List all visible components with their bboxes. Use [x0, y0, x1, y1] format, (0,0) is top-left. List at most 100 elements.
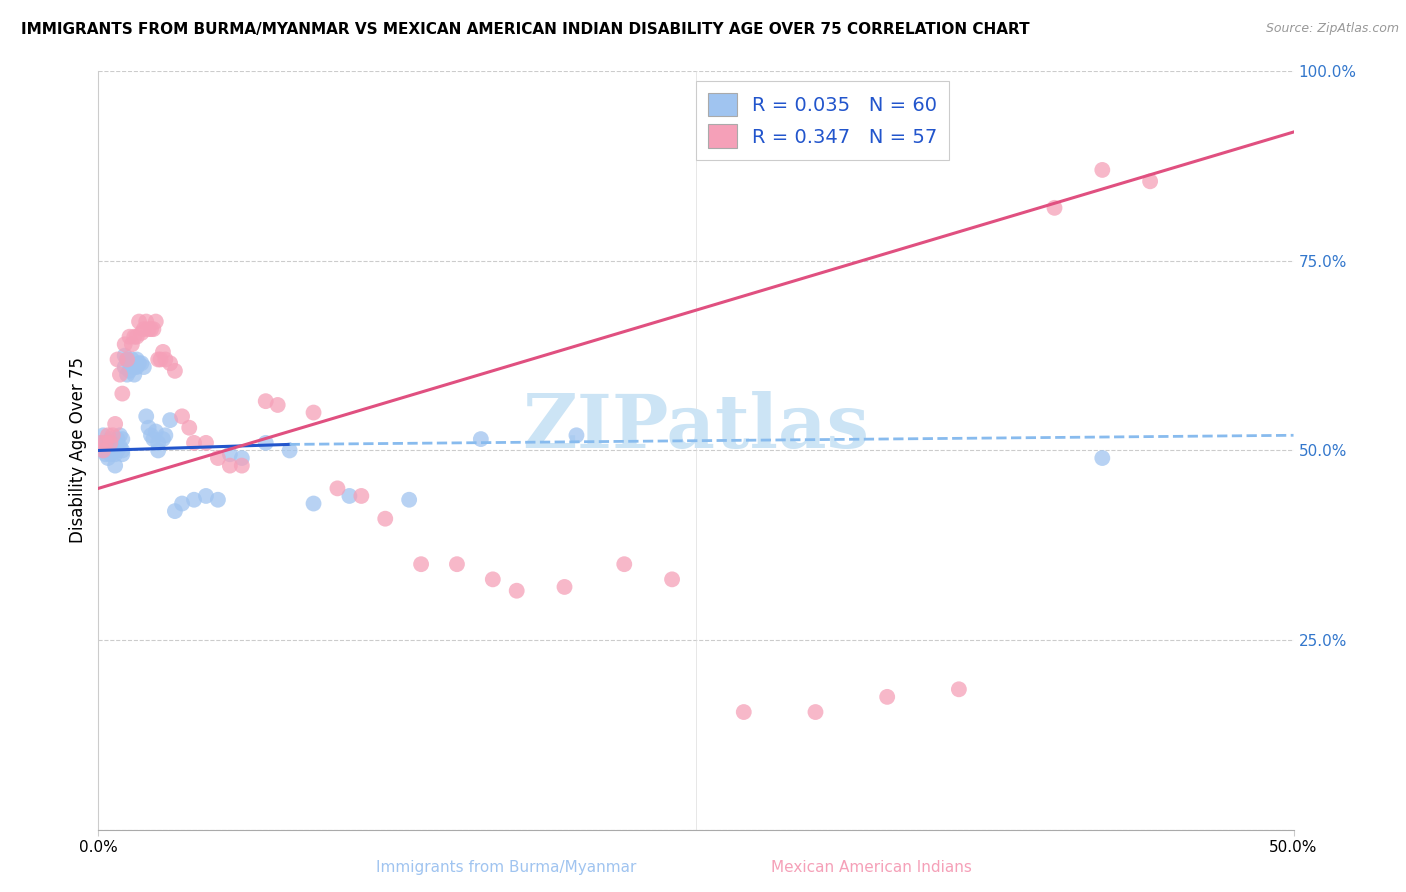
Point	[142, 322, 165, 336]
Point	[172, 409, 194, 424]
Point	[411, 557, 433, 572]
Point	[111, 432, 134, 446]
Point	[302, 496, 325, 510]
Point	[219, 447, 242, 461]
Point	[446, 557, 468, 572]
Point	[115, 368, 138, 382]
Point	[145, 425, 167, 439]
Point	[948, 682, 970, 697]
Point	[163, 504, 186, 518]
Point	[107, 352, 129, 367]
Point	[94, 447, 117, 461]
Point	[104, 436, 127, 450]
Point	[125, 330, 148, 344]
Point	[118, 330, 141, 344]
Point	[267, 398, 290, 412]
Point	[94, 436, 117, 450]
Point	[101, 443, 124, 458]
Point	[155, 428, 177, 442]
Point	[339, 489, 361, 503]
Point	[115, 352, 138, 367]
Point	[111, 443, 134, 458]
Point	[254, 436, 277, 450]
Point	[131, 326, 153, 340]
Point	[118, 356, 141, 370]
Point	[398, 492, 420, 507]
Point	[108, 440, 131, 454]
Point	[207, 492, 229, 507]
Point	[163, 364, 186, 378]
Point	[1091, 451, 1114, 466]
Point	[374, 512, 396, 526]
Point	[124, 368, 146, 382]
Point	[101, 436, 124, 450]
Point	[104, 458, 127, 473]
Point	[124, 330, 146, 344]
Point	[114, 349, 136, 363]
Point	[101, 428, 124, 442]
Point	[114, 337, 136, 351]
Text: Immigrants from Burma/Myanmar: Immigrants from Burma/Myanmar	[375, 861, 637, 875]
Point	[108, 368, 131, 382]
Point	[114, 359, 136, 375]
Point	[98, 447, 122, 461]
Point	[302, 405, 325, 420]
Point	[94, 440, 117, 454]
Point	[661, 573, 683, 587]
Point	[139, 428, 162, 442]
Point	[149, 352, 172, 367]
Point	[97, 428, 120, 442]
Point	[104, 417, 127, 431]
Point	[121, 352, 143, 367]
Point	[183, 436, 205, 450]
Point	[91, 428, 114, 442]
Point	[138, 421, 160, 435]
Point	[733, 705, 755, 719]
Point	[125, 359, 148, 375]
Point	[104, 447, 127, 461]
Point	[155, 352, 177, 367]
Point	[1043, 201, 1066, 215]
Point	[90, 436, 112, 450]
Point	[132, 322, 155, 336]
Point	[91, 443, 114, 458]
Y-axis label: Disability Age Over 75: Disability Age Over 75	[69, 358, 87, 543]
Point	[326, 482, 349, 496]
Point	[148, 436, 170, 450]
Text: ZIPatlas: ZIPatlas	[523, 392, 869, 464]
Point	[350, 489, 373, 503]
Point	[172, 496, 194, 510]
Point	[1091, 163, 1114, 178]
Point	[128, 314, 150, 328]
Legend: R = 0.035   N = 60, R = 0.347   N = 57: R = 0.035 N = 60, R = 0.347 N = 57	[696, 81, 949, 160]
Point	[128, 356, 150, 370]
Point	[159, 413, 181, 427]
Point	[98, 432, 122, 446]
Point	[107, 432, 129, 446]
Point	[152, 432, 174, 446]
Point	[195, 489, 218, 503]
Point	[132, 359, 155, 375]
Point	[135, 409, 157, 424]
Point	[148, 352, 170, 367]
Point	[613, 557, 636, 572]
Point	[148, 443, 170, 458]
Point	[506, 583, 529, 598]
Point	[115, 352, 138, 367]
Point	[107, 443, 129, 458]
Point	[1139, 174, 1161, 188]
Point	[195, 436, 218, 450]
Point	[138, 322, 160, 336]
Point	[278, 443, 301, 458]
Point	[565, 428, 588, 442]
Point	[125, 352, 148, 367]
Point	[219, 458, 242, 473]
Point	[470, 432, 492, 446]
Point	[135, 314, 157, 328]
Point	[118, 364, 141, 378]
Point	[139, 322, 162, 336]
Point	[111, 447, 134, 461]
Point	[231, 458, 253, 473]
Point	[152, 344, 174, 359]
Point	[159, 356, 181, 370]
